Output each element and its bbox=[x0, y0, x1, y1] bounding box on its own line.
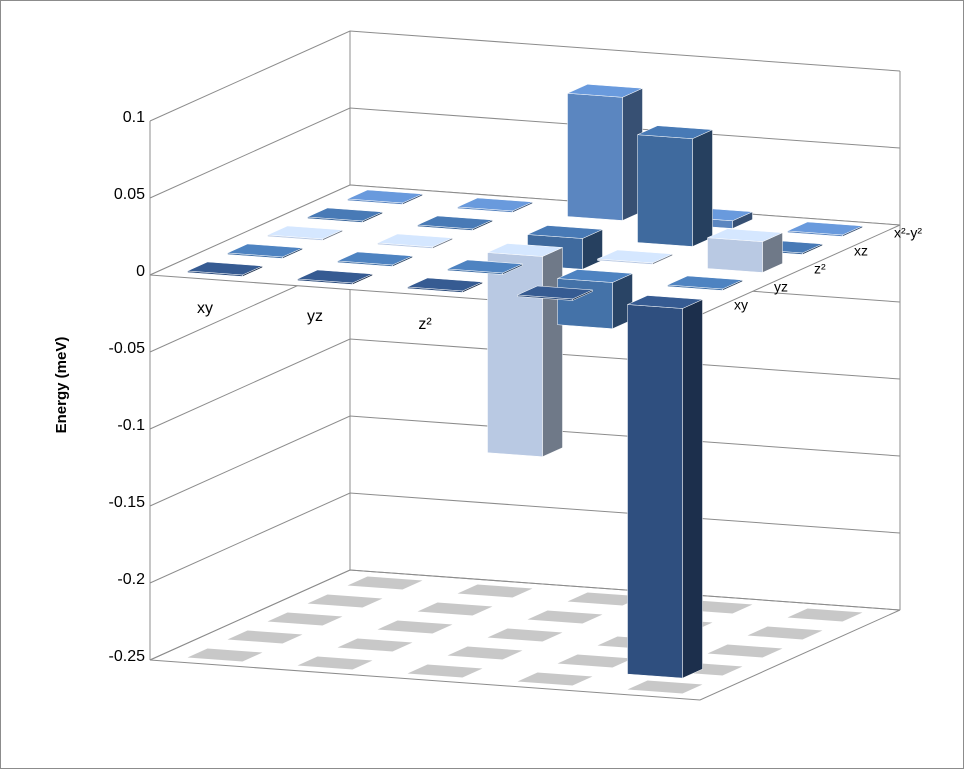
x-tick-label: z² bbox=[418, 316, 432, 333]
bar-top bbox=[267, 225, 343, 240]
y-tick-label: -0.1 bbox=[117, 417, 145, 434]
floor-shadow bbox=[627, 680, 703, 694]
bar-top bbox=[707, 228, 783, 242]
bar-top bbox=[597, 249, 673, 264]
depth-tick-label: z² bbox=[814, 261, 826, 277]
bar-side bbox=[692, 129, 713, 247]
floor-shadow bbox=[457, 584, 533, 598]
x-tick-label: xy bbox=[197, 300, 213, 317]
bar-top bbox=[407, 277, 483, 292]
floor-shadow bbox=[417, 602, 493, 616]
depth-tick-label: yz bbox=[774, 279, 788, 295]
bar-top bbox=[347, 189, 423, 204]
bar-top bbox=[307, 207, 383, 222]
depth-tick-label: xz bbox=[854, 243, 868, 259]
floor-shadow bbox=[557, 654, 633, 668]
bar-top bbox=[187, 261, 263, 276]
bar-top bbox=[567, 84, 643, 98]
floor-shadow bbox=[787, 608, 863, 622]
y-tick-label: 0.1 bbox=[123, 109, 145, 126]
bar-front bbox=[707, 237, 763, 273]
bar-front bbox=[487, 252, 543, 457]
bar-front bbox=[557, 278, 613, 329]
bar-top bbox=[557, 269, 633, 283]
x-tick-label: yz bbox=[307, 308, 323, 325]
floor-shadow bbox=[227, 630, 303, 644]
bar-top bbox=[627, 295, 703, 309]
floor-shadow bbox=[297, 656, 373, 670]
bar-front bbox=[567, 93, 623, 221]
floor-shadow bbox=[377, 620, 453, 634]
bar-top bbox=[227, 243, 303, 258]
bar-top bbox=[787, 221, 863, 236]
floor-shadow bbox=[447, 646, 523, 660]
bar-top bbox=[337, 251, 413, 266]
depth-tick-label: xy bbox=[734, 297, 748, 313]
bar-side bbox=[682, 299, 703, 679]
y-tick-label: 0 bbox=[136, 263, 145, 280]
bar-top bbox=[457, 197, 533, 212]
floor-shadow bbox=[407, 664, 483, 678]
floor-shadow bbox=[747, 626, 823, 640]
floor-shadow bbox=[517, 672, 593, 686]
bar-front bbox=[637, 134, 693, 247]
bar-top bbox=[377, 233, 453, 248]
floor-shadow bbox=[187, 648, 263, 662]
floor-shadow bbox=[527, 610, 603, 624]
y-tick-label: -0.15 bbox=[109, 494, 146, 511]
floor-shadow bbox=[707, 644, 783, 658]
y-tick-label: -0.05 bbox=[109, 340, 146, 357]
bar-top bbox=[297, 269, 373, 284]
bar-top bbox=[447, 259, 523, 274]
bar-top bbox=[517, 285, 593, 300]
y-axis-title: Energy (meV) bbox=[53, 337, 70, 434]
bar-top bbox=[487, 243, 563, 257]
bar-top bbox=[637, 125, 713, 139]
floor-shadow bbox=[567, 592, 643, 606]
bar-top bbox=[417, 215, 493, 230]
floor-shadow bbox=[267, 612, 343, 626]
y-tick-label: -0.2 bbox=[117, 571, 145, 588]
depth-tick-label: x²-y² bbox=[894, 225, 922, 241]
bar-top bbox=[667, 275, 743, 290]
floor-shadow bbox=[487, 628, 563, 642]
bar-top bbox=[527, 225, 603, 239]
floor-shadow bbox=[307, 594, 383, 608]
y-tick-label: -0.25 bbox=[109, 648, 146, 665]
floor-shadow bbox=[337, 638, 413, 652]
y-tick-label: 0.05 bbox=[114, 186, 145, 203]
floor-shadow bbox=[347, 576, 423, 590]
bar-front bbox=[627, 304, 683, 679]
